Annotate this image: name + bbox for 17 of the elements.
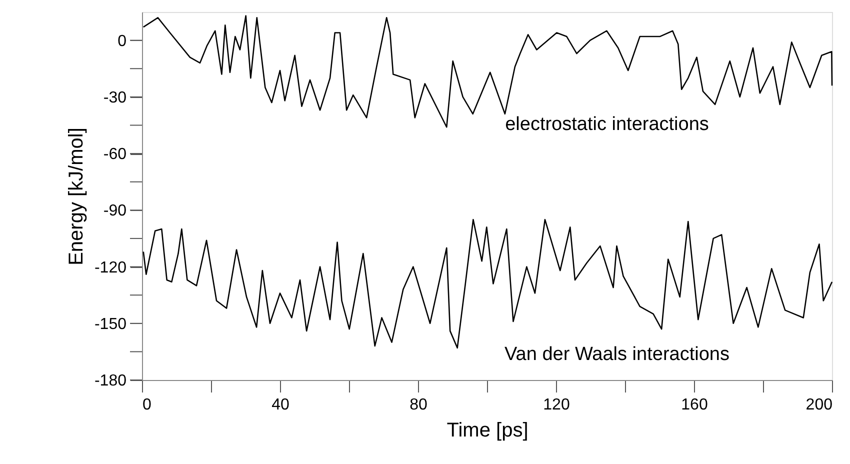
y-tick-label: -90 [103,202,127,220]
x-tick-label: 200 [806,396,833,414]
x-tick-label: 120 [543,396,570,414]
x-tick-label: 0 [142,396,152,414]
x-tick-label: 160 [681,396,708,414]
y-tick-label: -150 [94,316,127,333]
y-axis-title: Energy [kJ/mol] [65,128,88,266]
annotation: Van der Waals interactions [504,344,730,365]
y-tick-label: -60 [103,146,127,164]
x-tick-label: 80 [410,396,428,414]
x-axis-title: Time [ps] [446,420,528,442]
annotation: electrostatic interactions [505,114,709,135]
x-tick-label: 40 [272,396,290,414]
y-tick-label: -120 [94,259,127,276]
y-tick-label: -30 [103,89,127,106]
y-tick-label: 0 [118,32,127,50]
y-tick-label: -180 [94,372,127,390]
